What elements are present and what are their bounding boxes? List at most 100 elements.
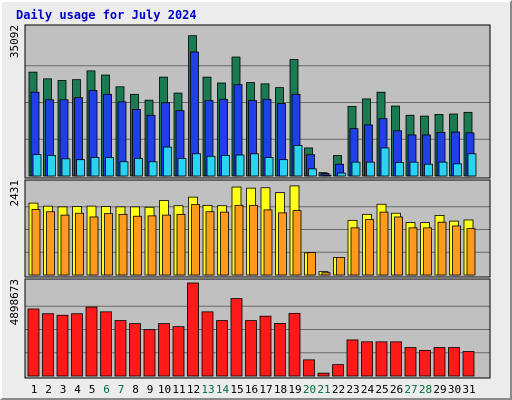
x-tick-label: 18 bbox=[274, 383, 287, 396]
kbytes-bar bbox=[288, 312, 301, 377]
chart-title: Daily usage for July 2024 bbox=[16, 8, 197, 22]
hits-bar bbox=[467, 153, 477, 177]
x-tick-label: 14 bbox=[216, 383, 230, 396]
hits-bar bbox=[453, 163, 462, 177]
x-tick-label: 22 bbox=[332, 383, 345, 396]
sites-bar bbox=[118, 213, 128, 276]
hits-bar bbox=[366, 161, 375, 177]
sites-bar bbox=[89, 216, 99, 276]
hits-bar bbox=[76, 159, 85, 177]
hits-bar bbox=[424, 163, 433, 177]
x-tick-label: 16 bbox=[245, 383, 258, 396]
sites-bar bbox=[147, 215, 157, 276]
sites-bar bbox=[176, 213, 186, 276]
x-tick-label: 25 bbox=[375, 383, 388, 396]
kbytes-bar bbox=[448, 347, 460, 377]
sites-bar bbox=[423, 227, 432, 276]
x-tick-label: 10 bbox=[158, 383, 171, 396]
kbytes-bar bbox=[27, 308, 40, 377]
y-axis-max-label-middle: 2431 bbox=[8, 180, 21, 207]
kbytes-bar bbox=[332, 364, 344, 377]
sites-bar bbox=[379, 211, 389, 276]
sites-bar bbox=[191, 204, 200, 276]
kbytes-bar bbox=[404, 347, 417, 377]
kbytes-bar bbox=[375, 341, 388, 377]
sites-bar bbox=[394, 216, 403, 276]
hits-bar bbox=[293, 145, 303, 177]
kbytes-bar bbox=[303, 359, 315, 377]
hits-bar bbox=[148, 161, 158, 177]
x-tick-label: 11 bbox=[172, 383, 185, 396]
kbytes-bar bbox=[71, 313, 83, 377]
hits-bar bbox=[438, 161, 448, 177]
x-tick-label: 9 bbox=[147, 383, 154, 396]
kbytes-bar bbox=[433, 347, 446, 377]
sites-bar bbox=[133, 215, 142, 276]
kbytes-bar bbox=[361, 341, 373, 377]
hits-bar bbox=[90, 157, 100, 177]
x-tick-label: 4 bbox=[74, 383, 81, 396]
sites-bar bbox=[31, 209, 41, 276]
kbytes-bar bbox=[259, 315, 272, 377]
x-tick-label: 15 bbox=[230, 383, 243, 396]
sites-bar bbox=[249, 204, 258, 276]
kbytes-bar bbox=[274, 323, 286, 377]
panel-border-middle bbox=[24, 179, 491, 278]
hits-bar bbox=[177, 158, 187, 177]
x-tick-label: 21 bbox=[317, 383, 330, 396]
x-tick-label: 27 bbox=[404, 383, 417, 396]
sites-bar bbox=[234, 204, 244, 276]
sites-bar bbox=[437, 221, 447, 276]
kbytes-bar bbox=[245, 320, 257, 377]
hits-bar bbox=[61, 158, 71, 177]
sites-bar bbox=[365, 219, 374, 276]
kbytes-bar bbox=[42, 313, 54, 377]
hits-bar bbox=[119, 161, 129, 177]
kbytes-bar bbox=[143, 329, 156, 377]
panel-border-top bbox=[24, 24, 491, 179]
x-tick-label: 31 bbox=[462, 383, 475, 396]
x-tick-label: 26 bbox=[390, 383, 403, 396]
kbytes-bar bbox=[462, 351, 475, 377]
x-tick-label: 7 bbox=[118, 383, 125, 396]
sites-bar bbox=[60, 214, 70, 276]
kbytes-bar bbox=[317, 372, 330, 377]
hits-bar bbox=[264, 157, 274, 177]
x-tick-label: 1 bbox=[31, 383, 38, 396]
x-tick-label: 29 bbox=[433, 383, 446, 396]
kbytes-bar bbox=[100, 311, 112, 377]
sites-bar bbox=[104, 213, 113, 276]
sites-bar bbox=[162, 214, 171, 276]
sites-bar bbox=[75, 212, 84, 276]
kbytes-bar bbox=[216, 320, 228, 377]
hits-bar bbox=[47, 155, 56, 177]
x-tick-label: 5 bbox=[89, 383, 96, 396]
x-tick-label: 17 bbox=[259, 383, 272, 396]
y-axis-max-label-bottom: 4898673 bbox=[8, 279, 21, 325]
hits-bar bbox=[32, 154, 42, 177]
x-tick-label: 12 bbox=[187, 383, 200, 396]
kbytes-bar bbox=[346, 339, 359, 377]
kbytes-bar bbox=[172, 326, 185, 377]
hits-bar bbox=[308, 168, 317, 177]
sites-bar bbox=[452, 225, 461, 276]
hits-bar bbox=[105, 157, 114, 177]
sites-bar bbox=[350, 227, 360, 276]
sites-bar bbox=[321, 272, 331, 276]
hits-bar bbox=[322, 174, 332, 177]
sites-bar bbox=[408, 227, 418, 276]
hits-bar bbox=[134, 158, 143, 177]
panel-border-bottom bbox=[24, 278, 491, 379]
hits-bar bbox=[380, 147, 390, 177]
sites-bar bbox=[263, 209, 273, 276]
x-tick-label: 23 bbox=[346, 383, 359, 396]
hits-bar bbox=[235, 154, 245, 177]
x-tick-label: 3 bbox=[60, 383, 67, 396]
sites-bar bbox=[292, 210, 302, 276]
hits-bar bbox=[409, 161, 419, 177]
hits-bar bbox=[206, 155, 216, 177]
hits-bar bbox=[395, 162, 404, 177]
hits-bar bbox=[351, 161, 361, 177]
sites-bar bbox=[307, 252, 316, 276]
